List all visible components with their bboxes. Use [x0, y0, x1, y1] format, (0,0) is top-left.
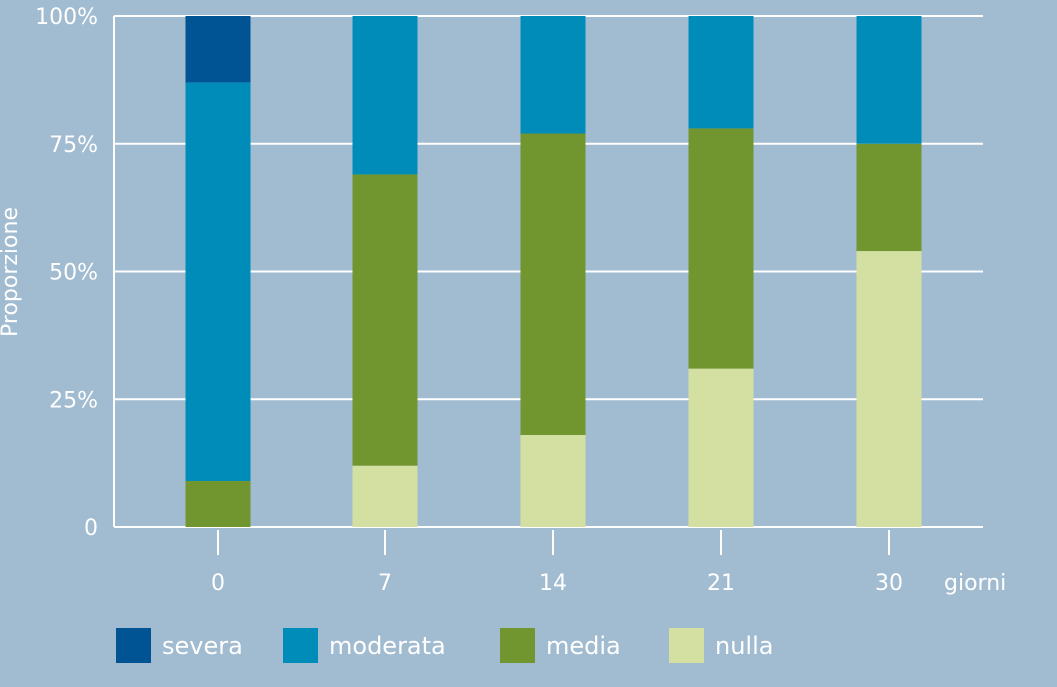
x-tick-label: 14	[539, 571, 567, 596]
legend-swatch-moderata	[283, 628, 318, 663]
legend-swatch-nulla	[669, 628, 704, 663]
bar-segment-media	[352, 174, 418, 466]
legend-swatch-severa	[116, 628, 151, 663]
bar-segment-moderata	[688, 16, 754, 129]
bar-segment-moderata	[352, 16, 418, 175]
y-axis-title: Proporzione	[0, 207, 23, 337]
bar-segment-media	[185, 481, 251, 527]
y-tick-label: 25%	[49, 388, 98, 413]
bar-segment-severa	[185, 16, 251, 83]
y-tick-label: 100%	[35, 5, 98, 30]
x-tick-label: 30	[875, 571, 903, 596]
x-axis-title: giorni	[944, 571, 1006, 596]
bar-segment-moderata	[520, 16, 586, 134]
x-tick-label: 7	[378, 571, 392, 596]
legend-label-media: media	[546, 632, 621, 660]
bar-segment-media	[520, 133, 586, 436]
bar-segment-nulla	[856, 251, 922, 527]
bar-segment-nulla	[352, 465, 418, 527]
y-tick-label: 0	[84, 516, 98, 541]
bar-segment-media	[688, 128, 754, 369]
legend-label-severa: severa	[162, 632, 243, 660]
legend-swatch-media	[500, 628, 535, 663]
legend: severa moderata media nulla	[116, 628, 773, 663]
x-tick-label: 0	[211, 571, 225, 596]
y-tick-label: 50%	[49, 261, 98, 286]
bar-segment-media	[856, 143, 922, 252]
bar-segment-nulla	[520, 435, 586, 527]
bar-segment-nulla	[688, 368, 754, 527]
legend-label-moderata: moderata	[329, 632, 446, 660]
bars	[185, 16, 922, 527]
legend-label-nulla: nulla	[715, 632, 773, 660]
axes: 0 25% 50% 75% 100% 0 7 14 21 30	[35, 5, 903, 596]
bar-segment-moderata	[856, 16, 922, 144]
bar-segment-moderata	[185, 82, 251, 482]
y-tick-label: 75%	[49, 133, 98, 158]
x-tick-label: 21	[707, 571, 735, 596]
